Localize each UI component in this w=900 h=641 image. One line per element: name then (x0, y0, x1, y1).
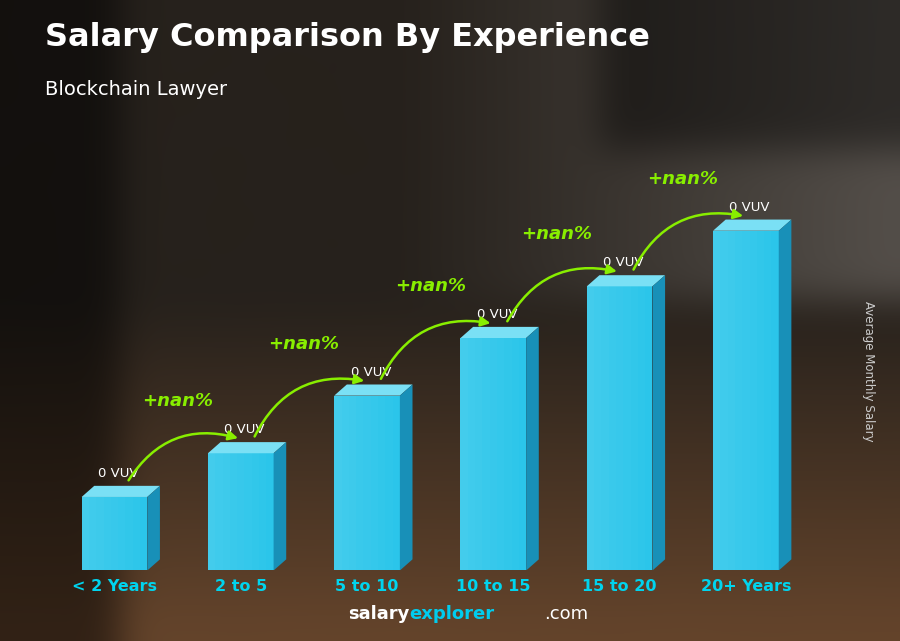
Polygon shape (334, 385, 412, 395)
Polygon shape (778, 220, 791, 570)
Text: Blockchain Lawyer: Blockchain Lawyer (45, 80, 227, 99)
FancyBboxPatch shape (82, 497, 148, 570)
Text: explorer: explorer (410, 605, 495, 623)
FancyBboxPatch shape (334, 395, 400, 570)
Text: .com: .com (544, 605, 589, 623)
Text: 0 VUV: 0 VUV (351, 365, 392, 379)
FancyBboxPatch shape (482, 338, 490, 570)
Text: Average Monthly Salary: Average Monthly Salary (862, 301, 875, 442)
Text: Salary Comparison By Experience: Salary Comparison By Experience (45, 22, 650, 53)
Polygon shape (526, 327, 539, 570)
Polygon shape (713, 220, 791, 231)
FancyBboxPatch shape (475, 338, 482, 570)
Text: +nan%: +nan% (268, 335, 339, 353)
FancyBboxPatch shape (111, 497, 118, 570)
FancyBboxPatch shape (750, 231, 757, 570)
Polygon shape (82, 486, 160, 497)
FancyBboxPatch shape (490, 338, 497, 570)
Text: 0 VUV: 0 VUV (603, 256, 643, 269)
FancyBboxPatch shape (82, 497, 89, 570)
FancyBboxPatch shape (713, 231, 720, 570)
FancyBboxPatch shape (616, 287, 624, 570)
FancyBboxPatch shape (104, 497, 111, 570)
FancyBboxPatch shape (587, 287, 652, 570)
Polygon shape (400, 385, 412, 570)
Polygon shape (652, 275, 665, 570)
FancyBboxPatch shape (371, 395, 378, 570)
FancyBboxPatch shape (624, 287, 631, 570)
Text: +nan%: +nan% (647, 170, 718, 188)
FancyBboxPatch shape (349, 395, 356, 570)
Text: salary: salary (348, 605, 410, 623)
FancyBboxPatch shape (594, 287, 601, 570)
FancyBboxPatch shape (334, 395, 341, 570)
Text: 0 VUV: 0 VUV (729, 201, 770, 213)
FancyBboxPatch shape (601, 287, 608, 570)
Text: +nan%: +nan% (142, 392, 213, 410)
FancyBboxPatch shape (208, 453, 215, 570)
Polygon shape (148, 486, 160, 570)
FancyBboxPatch shape (96, 497, 104, 570)
FancyBboxPatch shape (356, 395, 364, 570)
FancyBboxPatch shape (245, 453, 252, 570)
FancyBboxPatch shape (461, 338, 468, 570)
FancyBboxPatch shape (118, 497, 125, 570)
Polygon shape (274, 442, 286, 570)
FancyBboxPatch shape (742, 231, 750, 570)
FancyBboxPatch shape (222, 453, 230, 570)
Polygon shape (587, 275, 665, 287)
FancyBboxPatch shape (215, 453, 222, 570)
FancyBboxPatch shape (89, 497, 96, 570)
Text: 0 VUV: 0 VUV (477, 308, 517, 321)
FancyBboxPatch shape (341, 395, 349, 570)
FancyBboxPatch shape (713, 231, 778, 570)
FancyBboxPatch shape (230, 453, 237, 570)
Text: 0 VUV: 0 VUV (98, 467, 139, 480)
FancyBboxPatch shape (728, 231, 735, 570)
Polygon shape (208, 442, 286, 453)
FancyBboxPatch shape (364, 395, 371, 570)
FancyBboxPatch shape (720, 231, 728, 570)
FancyBboxPatch shape (497, 338, 504, 570)
FancyBboxPatch shape (587, 287, 594, 570)
Polygon shape (461, 327, 539, 338)
FancyBboxPatch shape (461, 338, 526, 570)
Text: +nan%: +nan% (395, 277, 465, 295)
FancyBboxPatch shape (237, 453, 245, 570)
FancyBboxPatch shape (608, 287, 616, 570)
FancyBboxPatch shape (735, 231, 742, 570)
Text: +nan%: +nan% (521, 226, 592, 244)
FancyBboxPatch shape (468, 338, 475, 570)
Text: 0 VUV: 0 VUV (224, 423, 265, 436)
FancyBboxPatch shape (208, 453, 274, 570)
